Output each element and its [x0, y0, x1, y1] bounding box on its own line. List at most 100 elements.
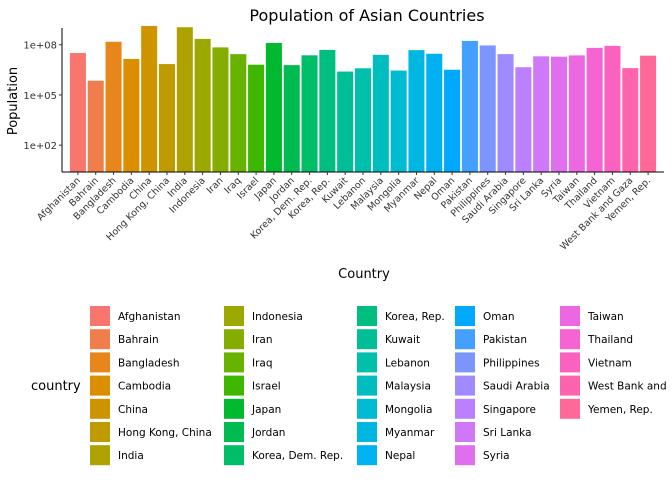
legend-swatch [224, 445, 244, 466]
bar [568, 55, 585, 172]
legend-swatch [560, 352, 580, 373]
legend-label: Myanmar [385, 427, 435, 439]
legend-label: Taiwan [587, 311, 624, 323]
legend-label: Philippines [483, 357, 540, 369]
y-tick-label: 1e+05 [23, 91, 57, 102]
y-axis-label: Population [6, 67, 21, 135]
legend-label: Singapore [483, 404, 536, 416]
bar [212, 47, 229, 172]
legend-swatch [357, 329, 377, 350]
bar [550, 56, 568, 172]
legend-label: Israel [252, 381, 281, 393]
bar [87, 80, 104, 172]
bar [354, 68, 372, 172]
legend-label: Iran [252, 334, 273, 346]
bar [176, 27, 193, 172]
legend-swatch [455, 329, 475, 350]
legend-swatch [560, 375, 580, 396]
legend-swatch [455, 306, 475, 326]
x-tick-label: Iran [205, 175, 226, 196]
bar [337, 71, 354, 172]
legend-swatch [455, 352, 475, 373]
legend-label: Jordan [251, 427, 285, 439]
legend-swatch [90, 306, 110, 326]
legend-swatch [224, 306, 244, 326]
legend-label: Syria [483, 450, 510, 462]
legend-swatch [90, 329, 110, 350]
bar [497, 54, 514, 172]
legend-label: India [118, 450, 144, 462]
legend-swatch [224, 352, 244, 373]
legend-label: Indonesia [252, 311, 303, 323]
legend-swatch [357, 422, 377, 442]
legend-label: Lebanon [385, 357, 430, 369]
bar [69, 53, 86, 172]
y-tick-label: 1e+08 [23, 41, 57, 52]
legend-label: Korea, Dem. Rep. [252, 450, 343, 462]
legend-label: Japan [251, 404, 281, 416]
bar [194, 38, 211, 173]
legend-label: Mongolia [385, 404, 433, 416]
bar [533, 56, 550, 172]
bar [230, 54, 247, 172]
legend-swatch [90, 445, 110, 466]
legend-label: Iraq [252, 357, 273, 369]
legend-label: Cambodia [118, 381, 171, 393]
legend-swatch [560, 306, 580, 326]
legend-label: Bangladesh [118, 357, 180, 369]
legend-swatch [90, 422, 110, 442]
legend-label: Pakistan [483, 334, 527, 346]
legend-swatch [90, 375, 110, 396]
bar [622, 68, 639, 172]
bar [479, 45, 496, 172]
legend: Afghanistan Bahrain Bangladesh Cambodia Chin… [90, 306, 667, 466]
legend-label: Oman [483, 311, 515, 323]
legend-swatch [357, 398, 377, 419]
legend-title: country [31, 379, 81, 394]
legend-swatch [455, 422, 475, 442]
bar [283, 65, 300, 172]
bar [640, 55, 657, 172]
legend-swatch [90, 352, 110, 373]
x-axis-label: Country [338, 267, 390, 282]
bar [123, 58, 140, 173]
legend-swatch [455, 375, 475, 396]
legend-swatch [224, 422, 244, 442]
bar [265, 42, 282, 173]
chart-title: Population of Asian Countries [249, 6, 484, 25]
bar [372, 54, 389, 172]
legend-swatch [90, 398, 110, 419]
bar [141, 25, 158, 172]
bar [319, 49, 336, 172]
y-axis-ticks: 1e+02 1e+05 1e+08 [23, 41, 62, 152]
legend-swatch [455, 398, 475, 419]
legend-swatch [224, 375, 244, 396]
legend-label: Yemen, Rep. [587, 404, 653, 416]
legend-swatch [357, 306, 377, 326]
bar [408, 50, 425, 172]
legend-swatch [224, 398, 244, 419]
legend-label: Kuwait [385, 334, 420, 346]
legend-label: Afghanistan [118, 311, 181, 323]
legend-swatch [224, 329, 244, 350]
bar [461, 40, 478, 172]
bar [390, 70, 407, 172]
legend-label: Thailand [587, 334, 633, 346]
legend-swatch [560, 329, 580, 350]
legend-swatch [560, 398, 580, 419]
bar [158, 64, 176, 172]
legend-label: Vietnam [588, 357, 632, 369]
legend-label: Malaysia [385, 381, 431, 393]
legend-swatch [357, 375, 377, 396]
y-tick-label: 1e+02 [23, 141, 57, 152]
bars-group [69, 25, 657, 173]
legend-swatch [357, 352, 377, 373]
legend-label: Sri Lanka [483, 427, 532, 439]
legend-label: West Bank and [588, 381, 667, 393]
bar [426, 53, 443, 173]
legend-label: Bahrain [118, 334, 159, 346]
bar [515, 67, 532, 172]
legend-label: Korea, Rep. [385, 311, 445, 323]
bar [604, 45, 621, 173]
